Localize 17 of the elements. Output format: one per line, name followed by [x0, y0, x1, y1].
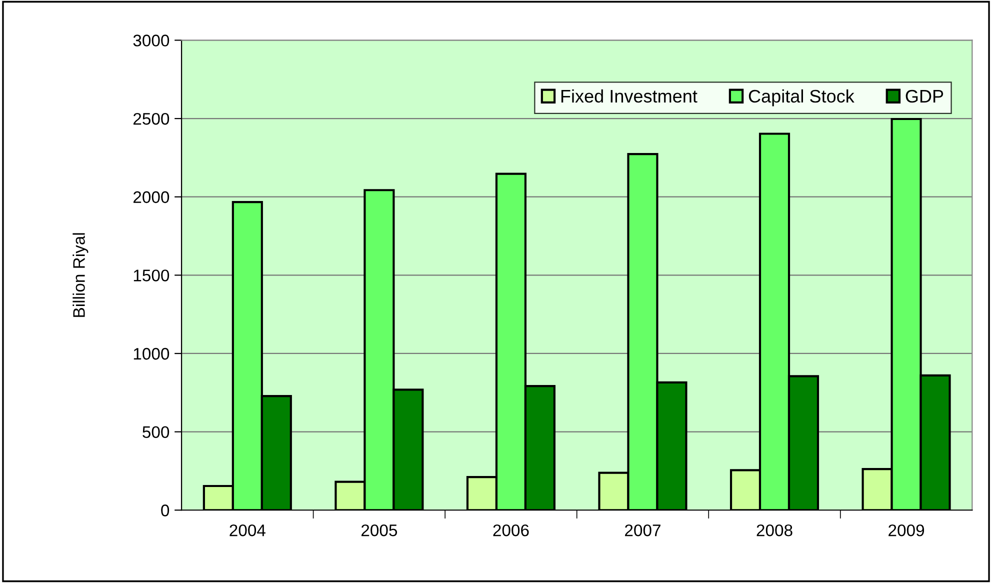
y-tick-label: 2500 — [133, 112, 170, 125]
legend-label: Fixed Investment — [561, 89, 698, 103]
legend-label: GDP — [906, 90, 944, 103]
x-tick-label: 2008 — [756, 524, 792, 536]
y-tick-label: 1500 — [134, 270, 170, 282]
y-tick-label: 1000 — [134, 348, 170, 360]
legend-label: Capital Stock — [748, 89, 854, 106]
y-tick-label: 2000 — [133, 191, 170, 204]
y-axis-title: Billion Riyal — [72, 233, 88, 317]
x-tick-label: 2007 — [625, 524, 660, 536]
y-tick-label: 0 — [161, 504, 170, 516]
y-tick-label: 500 — [142, 426, 170, 438]
x-tick-label: 2009 — [888, 524, 924, 536]
x-tick-label: 2006 — [493, 524, 529, 536]
x-tick-label: 2005 — [361, 524, 398, 536]
y-tick-label: 3000 — [133, 34, 170, 46]
x-tick-label: 2004 — [230, 524, 266, 536]
